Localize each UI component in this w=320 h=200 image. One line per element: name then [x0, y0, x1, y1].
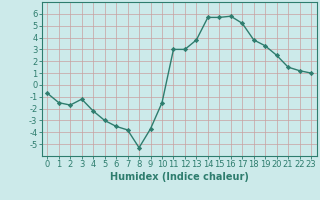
- X-axis label: Humidex (Indice chaleur): Humidex (Indice chaleur): [110, 172, 249, 182]
